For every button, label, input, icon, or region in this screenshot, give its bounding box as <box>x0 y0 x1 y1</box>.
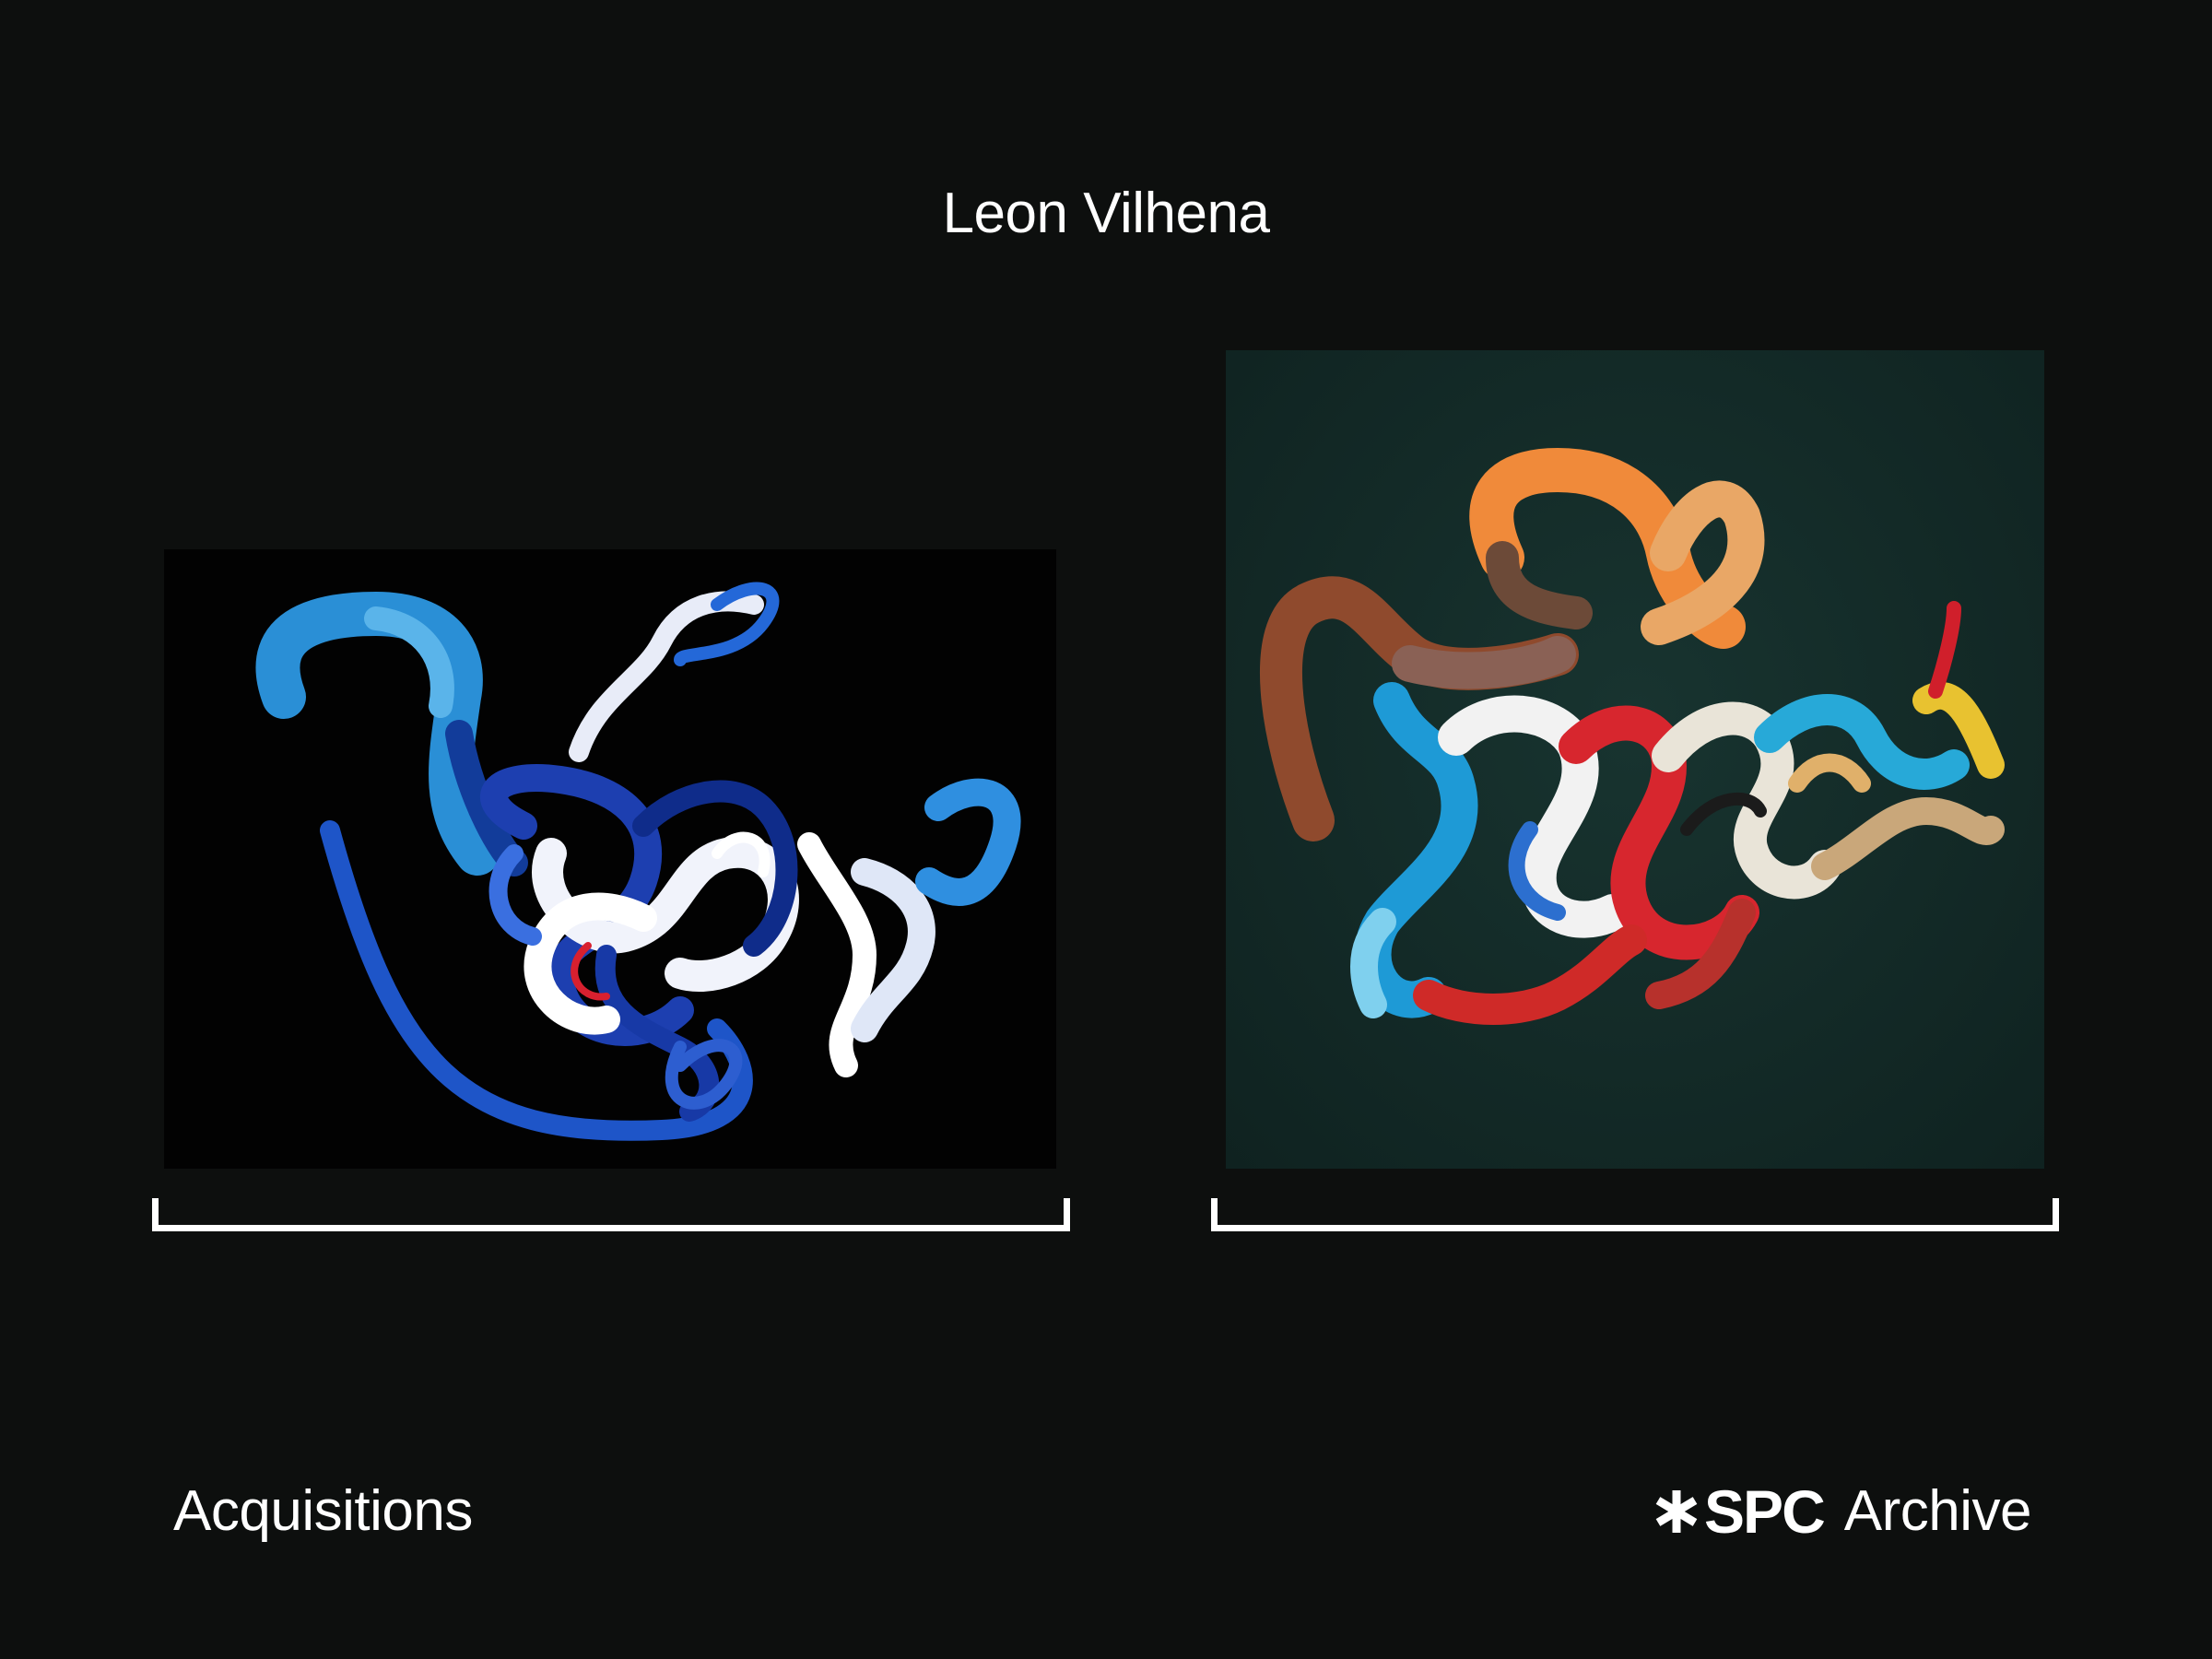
spc-logo: SPC <box>1653 1475 1826 1548</box>
blue-collage-image <box>255 582 1021 1141</box>
multicolor-collage-image <box>1260 448 2005 1025</box>
asterisk-icon <box>1653 1488 1700 1535</box>
brand-suffix: Archive <box>1843 1479 2032 1543</box>
bracket-left <box>152 1198 1070 1231</box>
artist-name: Leon Vilhena <box>942 182 1270 245</box>
brand-name: SPC <box>1704 1477 1826 1546</box>
artwork-multicolor-collage[interactable] <box>1226 350 2044 1169</box>
bracket-right <box>1211 1198 2059 1231</box>
artwork-blue-collage[interactable] <box>164 549 1056 1169</box>
acquisitions-label: Acquisitions <box>173 1479 473 1543</box>
spc-archive-brand[interactable]: SPC Archive <box>1653 1475 2032 1548</box>
